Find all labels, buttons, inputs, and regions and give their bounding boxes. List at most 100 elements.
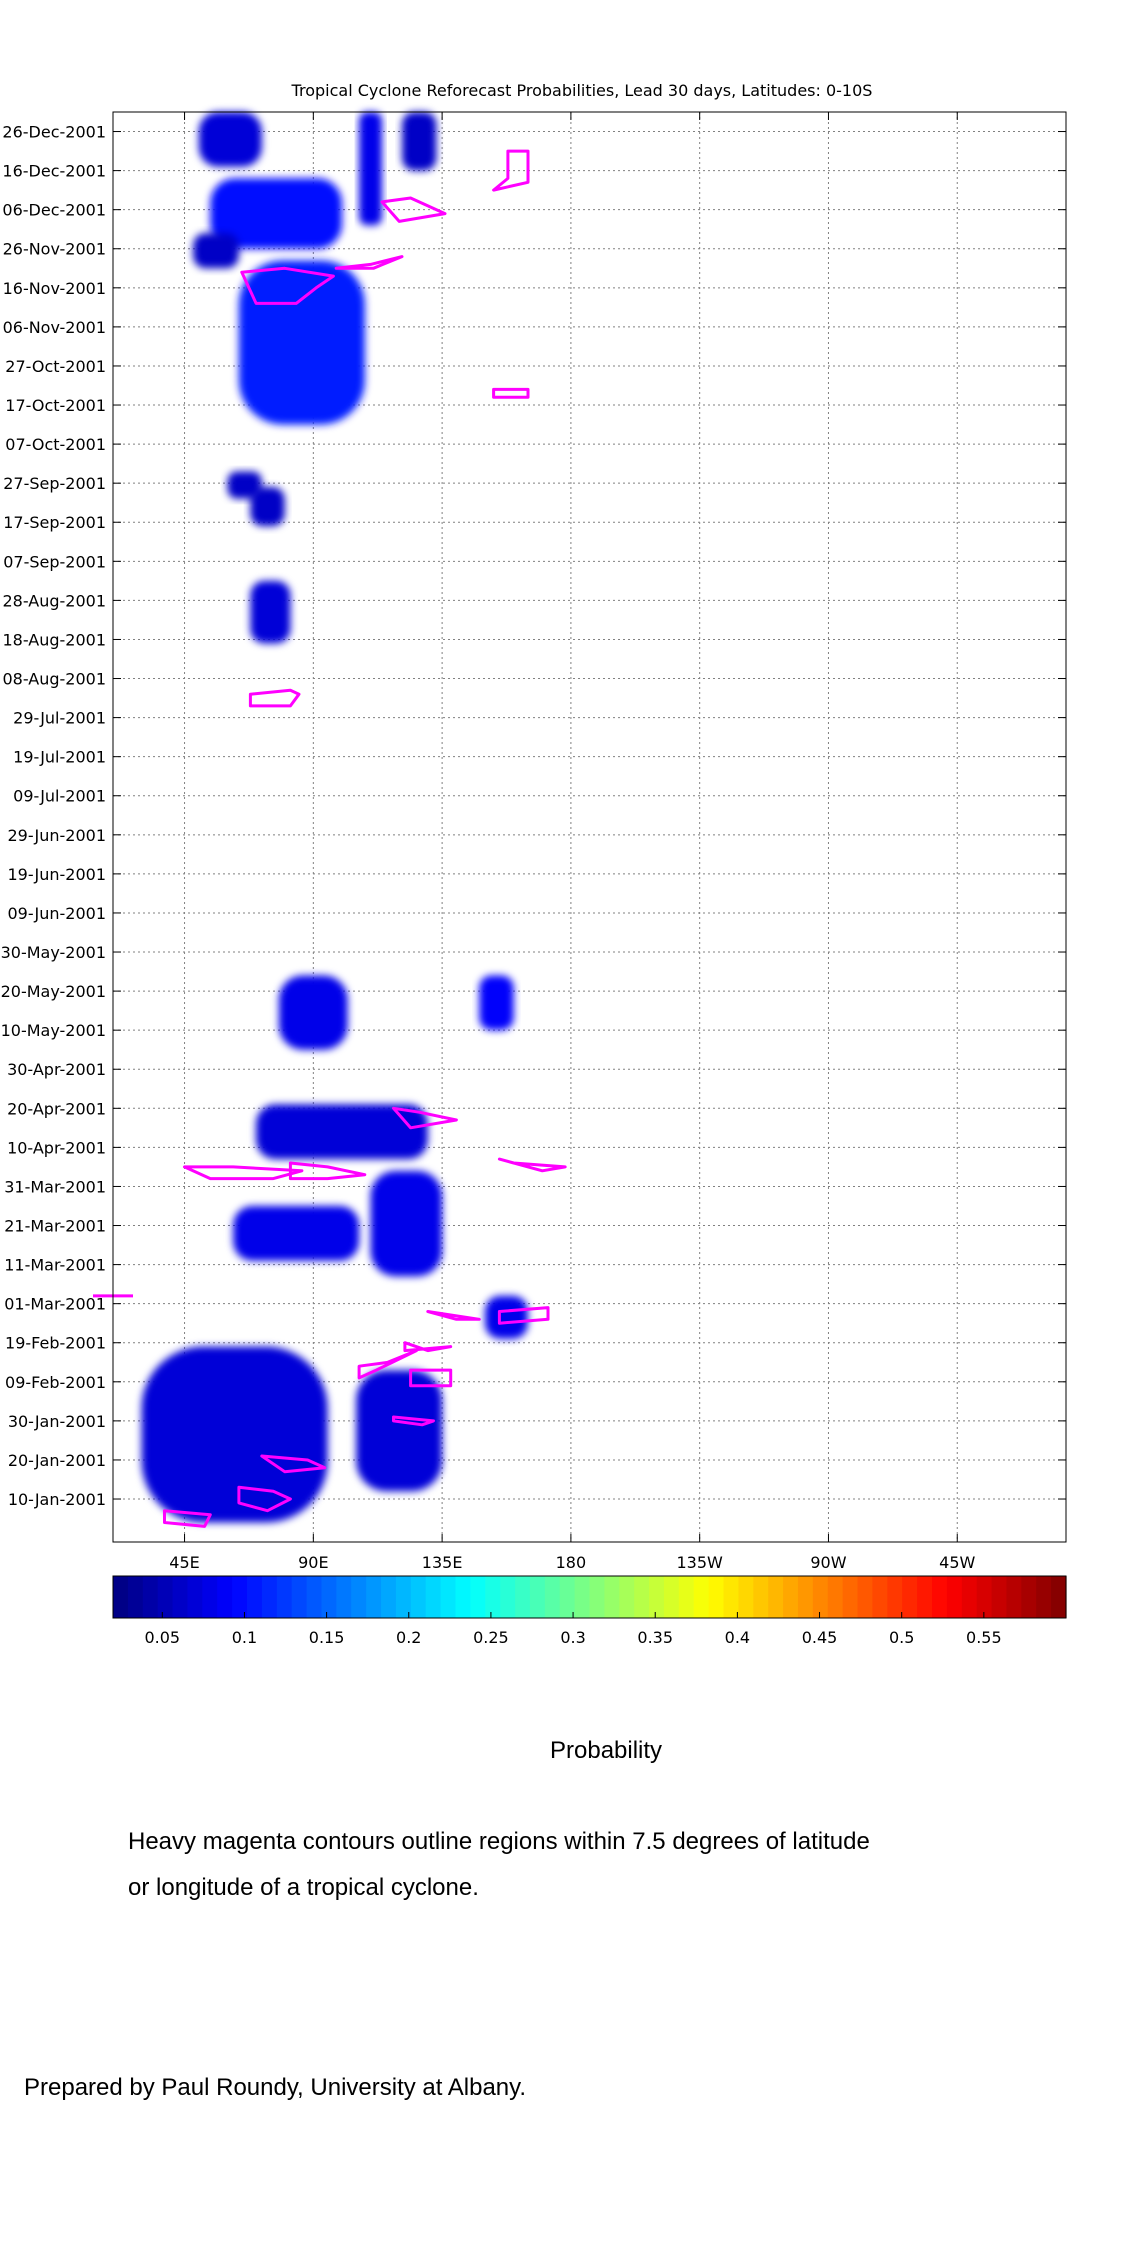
y-tick-label: 21-Mar-2001 (4, 1217, 106, 1236)
cyclone-contour (492, 387, 530, 399)
colorbar-swatch (485, 1576, 501, 1618)
chart-title: Tropical Cyclone Reforecast Probabilitie… (291, 81, 873, 100)
cyclone-contour (403, 1341, 453, 1353)
colorbar-swatch (157, 1576, 174, 1618)
y-tick-label: 30-May-2001 (1, 943, 106, 962)
colorbar-swatch (619, 1576, 635, 1618)
colorbar-swatch (574, 1576, 591, 1618)
colorbar-swatch (961, 1576, 978, 1618)
probability-region (141, 1346, 328, 1523)
y-tick-label: 10-Jan-2001 (8, 1490, 106, 1509)
cyclone-contour (163, 1509, 212, 1528)
colorbar-tick-label: 0.55 (966, 1628, 1002, 1647)
colorbar-swatch (753, 1576, 769, 1618)
y-tick-label: 30-Jan-2001 (8, 1412, 106, 1431)
colorbar-label: Probability (550, 1737, 663, 1764)
axis-ticks: 45E 90E 135E 180 135W 90W 45W 26-Dec-2001 16-Dec… (1, 112, 1066, 1572)
y-tick-label: 07-Oct-2001 (5, 435, 106, 454)
colorbar-swatch (440, 1576, 457, 1618)
probability-region (402, 112, 437, 171)
probability-region (250, 487, 285, 527)
colorbar-swatch (559, 1576, 576, 1618)
colorbar-swatch (306, 1576, 323, 1618)
y-tick-label: 16-Dec-2001 (2, 162, 106, 181)
colorbar-swatch (678, 1576, 695, 1618)
colorbar-swatch (1006, 1576, 1022, 1618)
colorbar-swatch (410, 1576, 427, 1618)
colorbar-swatch (172, 1576, 189, 1618)
y-tick-label: 19-Jul-2001 (13, 748, 106, 767)
colorbar-swatch (351, 1576, 367, 1618)
y-tick-label: 11-Mar-2001 (4, 1256, 106, 1275)
colorbar-tick-label: 0.25 (473, 1628, 509, 1647)
y-tick-label: 08-Aug-2001 (2, 670, 106, 689)
colorbar-swatch (366, 1576, 382, 1618)
y-tick-label: 06-Nov-2001 (3, 318, 106, 337)
colorbar-swatch (604, 1576, 620, 1618)
y-tick-label: 30-Apr-2001 (7, 1060, 106, 1079)
y-tick-label: 29-Jul-2001 (13, 709, 106, 728)
cyclone-contour (240, 266, 335, 305)
probability-region (359, 112, 383, 226)
probability-region (278, 975, 348, 1050)
credit-line: Prepared by Paul Roundy, University at A… (24, 2074, 527, 2101)
contour-note-line-1: Heavy magenta contours outline regions w… (128, 1828, 870, 1855)
chart: Tropical Cyclone Reforecast Probabilitie… (1, 81, 1067, 1647)
probability-region (479, 975, 514, 1031)
cyclone-contour (497, 1157, 567, 1173)
colorbar-frame (112, 1575, 1067, 1619)
colorbar-tick-label: 0.5 (889, 1628, 914, 1647)
y-tick-label: 16-Nov-2001 (3, 279, 106, 298)
y-tick-label: 29-Jun-2001 (7, 826, 106, 845)
colorbar-swatch (113, 1576, 129, 1618)
cyclone-contour (426, 1310, 481, 1321)
colorbar-swatch (500, 1576, 516, 1618)
colorbar-swatch (276, 1576, 293, 1618)
colorbar-swatch (931, 1576, 948, 1618)
cyclone-contour (334, 255, 404, 270)
probability-region (485, 1295, 528, 1339)
colorbar-tick-label: 0.05 (144, 1628, 180, 1647)
y-tick-label: 26-Dec-2001 (2, 123, 106, 142)
colorbar-swatch (797, 1576, 814, 1618)
colorbar-swatch (738, 1576, 754, 1618)
colorbar-swatch (232, 1576, 248, 1618)
y-tick-label: 20-Apr-2001 (7, 1099, 106, 1118)
colorbar-swatch (872, 1576, 888, 1618)
y-tick-label: 20-Jan-2001 (8, 1451, 106, 1470)
x-tick-label: 45W (939, 1553, 975, 1572)
cyclone-contour (357, 1349, 418, 1380)
colorbar-swatch (991, 1576, 1008, 1618)
probability-region (198, 112, 262, 167)
colorbar-swatch (589, 1576, 605, 1618)
y-tick-label: 19-Jun-2001 (7, 865, 106, 884)
cyclone-contour (497, 1306, 550, 1325)
y-tick-label: 27-Oct-2001 (5, 357, 106, 376)
colorbar-swatch (663, 1576, 680, 1618)
colorbar-swatch (336, 1576, 352, 1618)
colorbar-swatch (842, 1576, 859, 1618)
x-tick-label: 45E (169, 1553, 199, 1572)
y-tick-label: 27-Sep-2001 (3, 474, 106, 493)
cyclone-contour (260, 1454, 327, 1474)
probability-region (193, 233, 239, 269)
colorbar-swatch (887, 1576, 903, 1618)
colorbar-tick-label: 0.1 (232, 1628, 257, 1647)
colorbar-tick-label: 0.4 (725, 1628, 750, 1647)
colorbar-swatch (395, 1576, 412, 1618)
y-tick-label: 18-Aug-2001 (2, 630, 106, 649)
colorbar-swatch (291, 1576, 308, 1618)
y-tick-label: 17-Oct-2001 (5, 396, 106, 415)
colorbar-swatch (261, 1576, 278, 1618)
y-tick-label: 20-May-2001 (1, 982, 106, 1001)
colorbar-swatch (708, 1576, 725, 1618)
probability-regions (141, 112, 528, 1523)
cyclone-contour (248, 688, 301, 708)
cyclone-contour (183, 1165, 304, 1181)
cyclone-contour (237, 1485, 292, 1513)
x-tick-label: 135W (677, 1553, 724, 1572)
x-tick-label: 90E (298, 1553, 328, 1572)
colorbar-swatch (917, 1576, 933, 1618)
y-tick-label: 06-Dec-2001 (2, 201, 106, 220)
colorbar-tick-label: 0.45 (802, 1628, 838, 1647)
